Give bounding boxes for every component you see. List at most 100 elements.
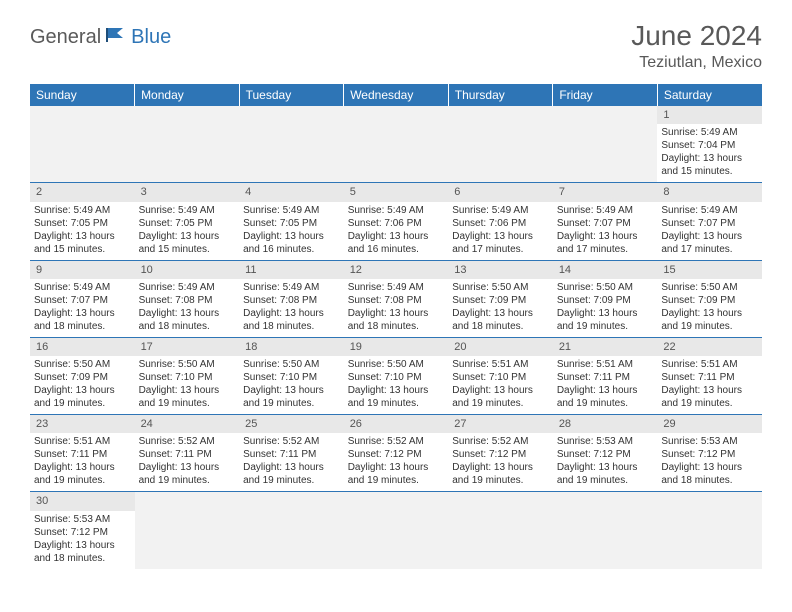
sunset-text: Sunset: 7:12 PM	[661, 448, 758, 461]
day-number-cell: 13	[448, 260, 553, 279]
day-content-cell	[239, 511, 344, 569]
day-content-cell: Sunrise: 5:52 AMSunset: 7:11 PMDaylight:…	[239, 433, 344, 492]
day-content-cell: Sunrise: 5:49 AMSunset: 7:08 PMDaylight:…	[344, 279, 449, 338]
day-number: 14	[559, 264, 571, 276]
daylight1-text: Daylight: 13 hours	[348, 307, 445, 320]
daylight1-text: Daylight: 13 hours	[452, 384, 549, 397]
day-content-cell: Sunrise: 5:49 AMSunset: 7:07 PMDaylight:…	[553, 202, 658, 261]
day-content-cell	[448, 124, 553, 183]
day-content-cell	[135, 124, 240, 183]
day-number: 5	[350, 186, 356, 198]
day-number-cell	[448, 106, 553, 124]
sunset-text: Sunset: 7:07 PM	[34, 294, 131, 307]
daylight1-text: Daylight: 13 hours	[661, 307, 758, 320]
sunset-text: Sunset: 7:12 PM	[557, 448, 654, 461]
day-number-cell: 19	[344, 337, 449, 356]
day-number-cell: 4	[239, 183, 344, 202]
day-number: 20	[454, 341, 466, 353]
daylight2-text: and 18 minutes.	[243, 320, 340, 333]
sunset-text: Sunset: 7:07 PM	[557, 217, 654, 230]
sunrise-text: Sunrise: 5:51 AM	[661, 358, 758, 371]
daylight1-text: Daylight: 13 hours	[661, 384, 758, 397]
calendar-body: 1Sunrise: 5:49 AMSunset: 7:04 PMDaylight…	[30, 106, 762, 569]
sunrise-text: Sunrise: 5:49 AM	[243, 204, 340, 217]
day-number-cell	[553, 106, 658, 124]
day-number-cell: 5	[344, 183, 449, 202]
sunrise-text: Sunrise: 5:52 AM	[139, 435, 236, 448]
sunrise-text: Sunrise: 5:50 AM	[34, 358, 131, 371]
logo-text-blue: Blue	[131, 26, 171, 49]
day-content-cell	[553, 511, 658, 569]
day-content-cell: Sunrise: 5:51 AMSunset: 7:11 PMDaylight:…	[553, 356, 658, 415]
sunset-text: Sunset: 7:04 PM	[661, 139, 758, 152]
content-row: Sunrise: 5:50 AMSunset: 7:09 PM Daylight:…	[30, 356, 762, 415]
daylight2-text: and 19 minutes.	[243, 397, 340, 410]
day-number-cell: 22	[657, 337, 762, 356]
day-content-cell: Sunrise: 5:50 AMSunset: 7:10 PMDaylight:…	[135, 356, 240, 415]
day-number: 15	[663, 264, 675, 276]
sunrise-text: Sunrise: 5:51 AM	[557, 358, 654, 371]
sunrise-text: Sunrise: 5:49 AM	[452, 204, 549, 217]
daylight2-text: and 18 minutes.	[348, 320, 445, 333]
day-number-cell: 11	[239, 260, 344, 279]
day-content-cell: Sunrise: 5:51 AMSunset: 7:11 PMDaylight:…	[657, 356, 762, 415]
daylight2-text: and 18 minutes.	[661, 474, 758, 487]
day-content-cell	[135, 511, 240, 569]
day-number-cell: 9	[30, 260, 135, 279]
weekday-header: Saturday	[657, 84, 762, 106]
day-content-cell: Sunrise: 5:52 AMSunset: 7:12 PMDaylight:…	[344, 433, 449, 492]
day-number: 12	[350, 264, 362, 276]
sunrise-text: Sunrise: 5:51 AM	[452, 358, 549, 371]
daylight1-text: Daylight: 13 hours	[348, 230, 445, 243]
sunrise-text: Sunrise: 5:52 AM	[348, 435, 445, 448]
daylight1-text: Daylight: 13 hours	[557, 384, 654, 397]
daylight1-text: Daylight: 13 hours	[34, 230, 131, 243]
day-number-cell: 8	[657, 183, 762, 202]
daylight2-text: and 19 minutes.	[452, 474, 549, 487]
day-content-cell	[30, 124, 135, 183]
day-number: 24	[141, 418, 153, 430]
day-content-cell: Sunrise: 5:49 AMSunset: 7:05 PMDaylight:…	[239, 202, 344, 261]
sunrise-text: Sunrise: 5:49 AM	[661, 126, 758, 139]
sunrise-text: Sunrise: 5:53 AM	[34, 513, 131, 526]
content-row: Sunrise: 5:51 AMSunset: 7:11 PMDaylight:…	[30, 433, 762, 492]
day-number: 29	[663, 418, 675, 430]
day-number-cell: 12	[344, 260, 449, 279]
day-number: 4	[245, 186, 251, 198]
daynum-row: 16171819202122	[30, 337, 762, 356]
day-number: 3	[141, 186, 147, 198]
day-content-cell	[239, 124, 344, 183]
day-content-cell: Sunrise: 5:49 AMSunset: 7:06 PMDaylight:…	[448, 202, 553, 261]
day-content-cell	[344, 511, 449, 569]
day-content-cell: Sunrise: 5:49 AMSunset: 7:07 PMDaylight:…	[30, 279, 135, 338]
daylight2-text: and 19 minutes.	[139, 474, 236, 487]
daylight2-text: and 17 minutes.	[661, 243, 758, 256]
day-content-cell: Sunrise: 5:52 AMSunset: 7:12 PMDaylight:…	[448, 433, 553, 492]
sunset-text: Sunset: 7:11 PM	[139, 448, 236, 461]
sunset-text: Sunset: 7:05 PM	[243, 217, 340, 230]
sunset-text: Sunset: 7:12 PM	[452, 448, 549, 461]
day-number: 26	[350, 418, 362, 430]
sunset-text: Sunset: 7:11 PM	[34, 448, 131, 461]
day-number: 6	[454, 186, 460, 198]
day-number: 8	[663, 186, 669, 198]
day-number-cell: 6	[448, 183, 553, 202]
daylight1-text: Daylight: 13 hours	[243, 461, 340, 474]
daylight1-text: Daylight: 13 hours	[139, 384, 236, 397]
daylight2-text: and 18 minutes.	[452, 320, 549, 333]
weekday-header: Thursday	[448, 84, 553, 106]
day-content-cell	[553, 124, 658, 183]
day-number-cell: 18	[239, 337, 344, 356]
content-row: Sunrise: 5:49 AMSunset: 7:07 PMDaylight:…	[30, 279, 762, 338]
day-number-cell: 17	[135, 337, 240, 356]
daylight1-text: Daylight: 13 hours	[34, 539, 131, 552]
sunrise-text: Sunrise: 5:49 AM	[34, 204, 131, 217]
day-number-cell	[344, 492, 449, 511]
location: Teziutlan, Mexico	[631, 54, 762, 72]
sunset-text: Sunset: 7:06 PM	[452, 217, 549, 230]
day-content-cell: Sunrise: 5:53 AMSunset: 7:12 PMDaylight:…	[553, 433, 658, 492]
daylight1-text: Daylight: 13 hours	[243, 384, 340, 397]
day-content-cell: Sunrise: 5:50 AMSunset: 7:09 PMDaylight:…	[657, 279, 762, 338]
sunset-text: Sunset: 7:09 PM	[34, 371, 131, 384]
daylight1-text: Daylight: 13 hours	[348, 461, 445, 474]
